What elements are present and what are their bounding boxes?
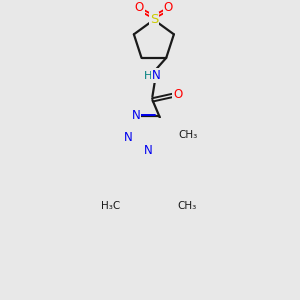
- Text: O: O: [135, 1, 144, 14]
- Text: CH₃: CH₃: [178, 130, 198, 140]
- Text: N: N: [144, 144, 152, 157]
- Text: S: S: [150, 13, 158, 26]
- Text: N: N: [132, 109, 140, 122]
- Text: H₃C: H₃C: [101, 201, 121, 211]
- Text: O: O: [173, 88, 182, 101]
- Text: O: O: [164, 1, 173, 14]
- Text: H: H: [144, 70, 153, 80]
- Text: CH₃: CH₃: [177, 201, 197, 211]
- Text: N: N: [124, 131, 133, 144]
- Text: N: N: [152, 69, 161, 82]
